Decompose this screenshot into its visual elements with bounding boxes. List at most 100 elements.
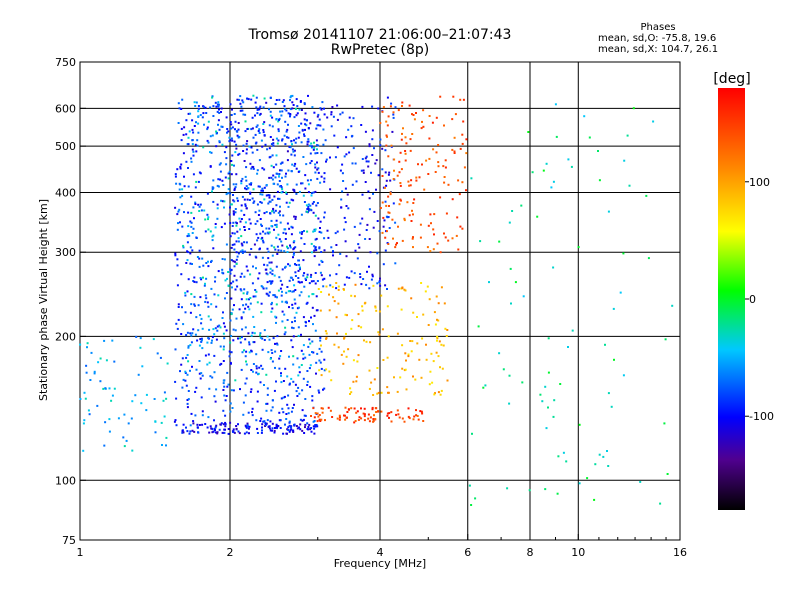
echo-point (186, 235, 189, 238)
echo-point (401, 132, 403, 135)
echo-point (345, 153, 348, 156)
echo-point (292, 278, 294, 281)
echo-point (234, 221, 237, 224)
echo-point (259, 232, 262, 235)
echo-point (297, 170, 300, 173)
echo-point (240, 218, 243, 220)
echo-point (283, 395, 286, 398)
echo-point (381, 231, 384, 234)
echo-point (320, 418, 323, 421)
echo-point (300, 237, 303, 240)
echo-point (388, 211, 391, 214)
echo-point (343, 414, 345, 417)
echo-point (317, 415, 320, 418)
echo-point (313, 314, 316, 317)
echo-point (322, 285, 325, 288)
echo-point (318, 118, 321, 121)
echo-point (320, 175, 323, 178)
echo-point (422, 420, 425, 422)
echo-point (137, 373, 140, 376)
echo-point (266, 335, 269, 338)
echo-point (246, 422, 249, 425)
echo-point (419, 410, 422, 413)
echo-point (314, 425, 317, 428)
echo-point (232, 328, 235, 331)
echo-point (281, 244, 284, 247)
echo-point (386, 412, 389, 415)
echo-point (623, 159, 626, 162)
echo-point (259, 218, 262, 220)
echo-point (280, 372, 282, 375)
echo-point (298, 426, 300, 429)
echo-point (277, 249, 280, 252)
echo-point (229, 341, 232, 344)
echo-point (401, 344, 404, 347)
echo-point (239, 102, 242, 105)
echo-point (229, 410, 232, 413)
echo-point (281, 283, 284, 286)
echo-point (432, 360, 435, 363)
echo-point (350, 294, 353, 297)
echo-point (176, 213, 179, 216)
echo-point (263, 420, 266, 423)
echo-point (199, 296, 202, 299)
echo-point (330, 113, 333, 116)
echo-point (423, 188, 426, 191)
echo-point (444, 166, 447, 169)
echo-point (256, 169, 259, 172)
echo-point (191, 139, 194, 142)
echo-point (278, 185, 281, 188)
echo-point (178, 188, 181, 191)
echo-point (237, 430, 240, 433)
echo-point (639, 480, 642, 483)
echo-point (251, 127, 254, 130)
echo-point (256, 400, 259, 403)
echo-point (310, 142, 313, 145)
echo-point (252, 295, 255, 298)
colorbar (718, 88, 745, 510)
echo-point (338, 264, 341, 267)
echo-point (287, 407, 290, 410)
echo-point (266, 393, 269, 396)
echo-point (213, 371, 216, 374)
echo-point (196, 144, 199, 147)
echo-point (303, 285, 306, 288)
echo-point (305, 279, 307, 281)
echo-point (213, 354, 216, 357)
echo-point (312, 211, 315, 214)
echo-point (292, 429, 295, 432)
echo-point (218, 324, 221, 327)
echo-point (432, 228, 435, 231)
echo-point (286, 128, 289, 131)
echo-point (386, 96, 389, 99)
echo-point (214, 400, 217, 403)
echo-point (305, 321, 307, 324)
echo-point (647, 257, 650, 260)
echo-point (557, 455, 560, 458)
echo-point (303, 243, 306, 245)
echo-point (645, 194, 648, 197)
echo-point (306, 143, 309, 146)
echo-point (261, 423, 264, 426)
echo-point (374, 305, 377, 308)
echo-point (287, 426, 290, 429)
echo-point (663, 422, 666, 425)
echo-point (194, 414, 197, 417)
echo-point (260, 364, 263, 367)
echo-point (365, 340, 368, 343)
echo-point (221, 431, 224, 434)
echo-point (295, 167, 298, 170)
echo-point (325, 337, 328, 340)
echo-point (404, 352, 407, 355)
echo-point (284, 175, 287, 178)
echo-point (234, 211, 237, 214)
echo-point (366, 270, 368, 273)
echo-point (323, 113, 326, 116)
echo-point (279, 110, 282, 113)
echo-point (279, 355, 282, 358)
echo-point (377, 107, 380, 110)
echo-point (222, 345, 225, 348)
echo-point (542, 169, 545, 172)
echo-point (377, 391, 380, 394)
echo-point (249, 297, 252, 299)
